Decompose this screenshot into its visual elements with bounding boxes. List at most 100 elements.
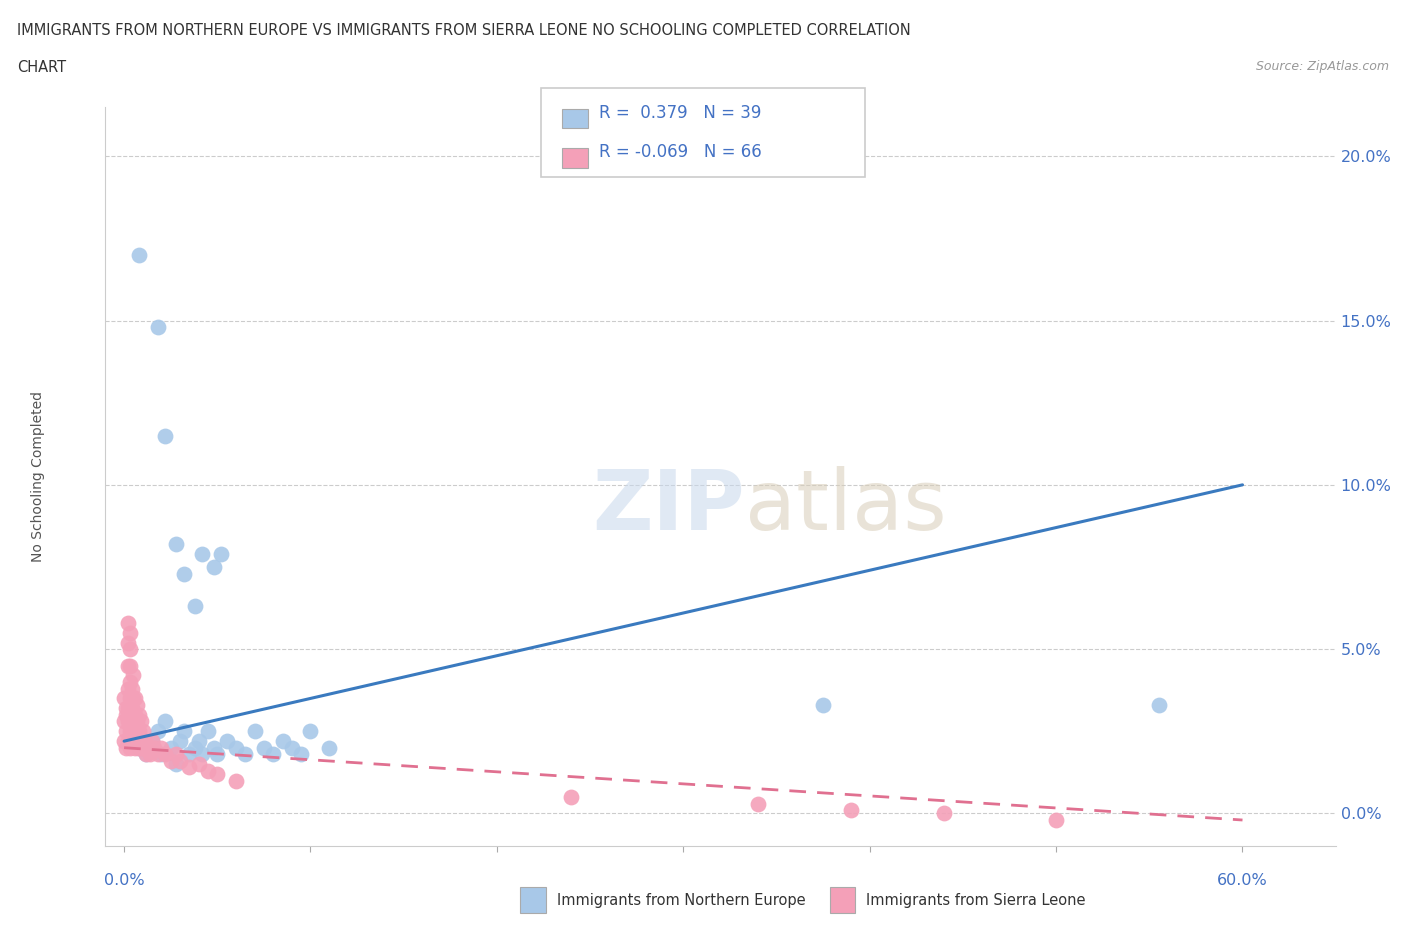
Point xyxy=(153,747,176,762)
Text: ZIP: ZIP xyxy=(593,466,745,547)
Point xyxy=(122,714,145,729)
Point xyxy=(150,747,173,762)
Point xyxy=(142,740,165,755)
Point xyxy=(118,674,141,689)
Text: No Schooling Completed: No Schooling Completed xyxy=(31,392,45,562)
Point xyxy=(179,760,201,775)
Point xyxy=(165,757,187,772)
Text: CHART: CHART xyxy=(17,60,66,75)
Point xyxy=(112,691,135,706)
Point xyxy=(124,740,146,755)
Point xyxy=(117,616,139,631)
Point xyxy=(197,724,219,738)
Point xyxy=(135,747,157,762)
Text: Immigrants from Sierra Leone: Immigrants from Sierra Leone xyxy=(866,893,1085,908)
Point xyxy=(141,734,163,749)
Point xyxy=(179,747,201,762)
Point xyxy=(225,740,247,755)
Point xyxy=(122,691,145,706)
Point xyxy=(187,757,209,772)
Point xyxy=(132,724,155,738)
Point xyxy=(129,714,152,729)
Text: 0.0%: 0.0% xyxy=(104,872,145,887)
Point xyxy=(121,701,143,716)
Point xyxy=(129,734,152,749)
Point xyxy=(115,701,138,716)
Point xyxy=(184,599,207,614)
Point xyxy=(117,734,139,749)
Point xyxy=(173,724,195,738)
Point xyxy=(184,740,207,755)
Point xyxy=(173,566,195,581)
Point xyxy=(169,753,191,768)
Point xyxy=(118,658,141,673)
Point xyxy=(159,740,181,755)
Point xyxy=(139,747,162,762)
Point xyxy=(1147,698,1170,712)
Point xyxy=(128,708,150,723)
Point xyxy=(747,796,769,811)
Point xyxy=(159,753,181,768)
Point xyxy=(150,740,173,755)
Point xyxy=(207,766,229,781)
Point xyxy=(135,747,157,762)
Point xyxy=(121,681,143,696)
Point xyxy=(117,714,139,729)
Text: R = -0.069   N = 66: R = -0.069 N = 66 xyxy=(599,143,762,161)
Point xyxy=(153,714,176,729)
Text: atlas: atlas xyxy=(745,466,946,547)
Point xyxy=(165,747,187,762)
Point xyxy=(153,428,176,443)
Point xyxy=(202,560,225,575)
Point xyxy=(225,773,247,788)
Point xyxy=(121,734,143,749)
Point xyxy=(134,734,156,749)
Point xyxy=(191,547,214,562)
Point xyxy=(141,734,163,749)
Point xyxy=(207,747,229,762)
Point xyxy=(124,691,146,706)
Point xyxy=(839,803,862,817)
Text: Source: ZipAtlas.com: Source: ZipAtlas.com xyxy=(1256,60,1389,73)
Point xyxy=(118,625,141,640)
Point xyxy=(243,724,266,738)
Point xyxy=(1045,813,1067,828)
Point xyxy=(165,537,187,551)
Point xyxy=(112,714,135,729)
Point xyxy=(281,740,304,755)
Point xyxy=(128,724,150,738)
Point xyxy=(299,724,322,738)
Point xyxy=(253,740,276,755)
Point xyxy=(124,724,146,738)
Point xyxy=(124,708,146,723)
Point xyxy=(118,724,141,738)
Point xyxy=(118,708,141,723)
Point xyxy=(146,724,169,738)
Point xyxy=(146,747,169,762)
Point xyxy=(169,734,191,749)
Point xyxy=(136,740,159,755)
Point xyxy=(215,734,238,749)
Text: Immigrants from Northern Europe: Immigrants from Northern Europe xyxy=(557,893,806,908)
Point xyxy=(118,691,141,706)
Point xyxy=(117,701,139,716)
Point xyxy=(122,668,145,683)
Point xyxy=(127,698,149,712)
Point xyxy=(118,642,141,657)
Point xyxy=(115,724,138,738)
Point xyxy=(117,681,139,696)
Point xyxy=(115,740,138,755)
Point xyxy=(202,740,225,755)
Point xyxy=(934,806,956,821)
Point xyxy=(122,734,145,749)
Point xyxy=(132,740,155,755)
Point xyxy=(121,714,143,729)
Point xyxy=(115,708,138,723)
Point xyxy=(262,747,284,762)
Point xyxy=(233,747,256,762)
Point xyxy=(318,740,340,755)
Point xyxy=(117,658,139,673)
Point xyxy=(290,747,312,762)
Point xyxy=(191,747,214,762)
Point xyxy=(128,740,150,755)
